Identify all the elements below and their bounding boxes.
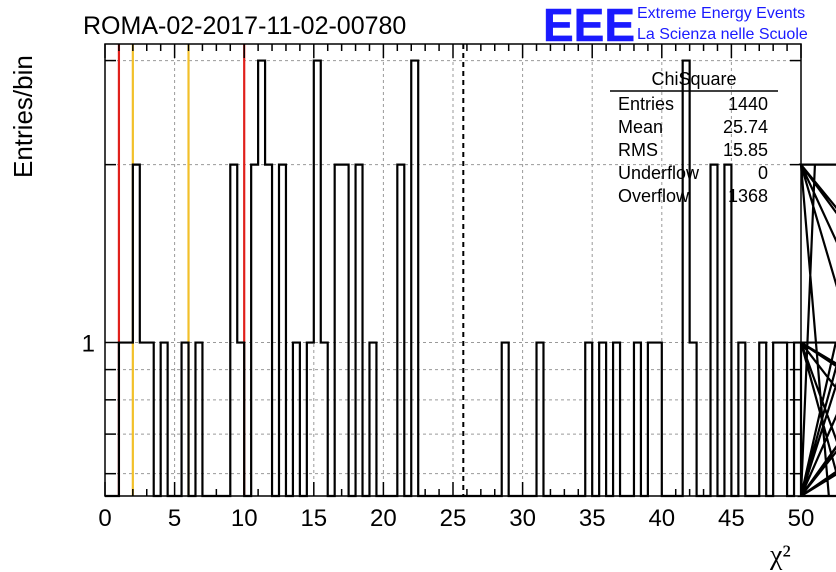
axis-ticks: 0 5 10 15 20 25 30 35 40 45 50 1: [82, 44, 815, 532]
stats-label: Mean: [618, 117, 663, 137]
stats-label: RMS: [618, 140, 658, 160]
stats-value: 1440: [728, 94, 768, 114]
y-axis-label: Entries/bin: [8, 55, 38, 178]
x-tick-label: 15: [300, 505, 327, 532]
brand-line-2: La Scienza nelle Scuole: [637, 26, 808, 43]
x-tick-label: 30: [509, 505, 536, 532]
stats-label: Entries: [618, 94, 674, 114]
x-tick-label: 20: [370, 505, 397, 532]
stats-rows: Entries 1440 Mean 25.74 RMS 15.85 Underflow 0 Ov…: [618, 94, 768, 206]
x-tick-label: 35: [579, 505, 606, 532]
stats-title: ChiSquare: [651, 69, 736, 89]
stats-value: 15.85: [723, 140, 768, 160]
x-tick-label: 0: [98, 505, 111, 532]
run-title: ROMA-02-2017-11-02-00780: [83, 12, 406, 40]
stats-label: Underflow: [618, 163, 700, 183]
x-tick-label: 45: [718, 505, 745, 532]
stats-value: 1368: [728, 186, 768, 206]
x-tick-label: 25: [440, 505, 467, 532]
stats-box: ChiSquare Entries 1440 Mean 25.74 RMS 15.85 Un…: [610, 69, 778, 206]
stats-label: Overflow: [618, 186, 690, 206]
y-tick-label: 1: [82, 331, 95, 358]
x-tick-label: 5: [168, 505, 181, 532]
grid: [105, 44, 801, 496]
eee-logo: EEE: [543, 0, 635, 51]
x-tick-label: 40: [648, 505, 675, 532]
brand-line-1: Extreme Energy Events: [637, 5, 805, 22]
stats-value: 25.74: [723, 117, 768, 137]
x-tick-label: 10: [231, 505, 258, 532]
x-axis-label: χ²: [769, 540, 791, 571]
stats-value: 0: [758, 163, 768, 183]
x-tick-label: 50: [788, 505, 815, 532]
